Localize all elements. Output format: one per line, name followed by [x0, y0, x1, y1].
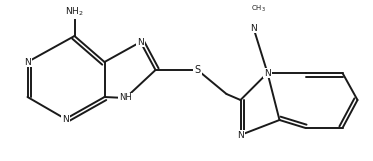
Text: NH: NH	[119, 94, 132, 103]
Text: N: N	[250, 24, 257, 33]
Text: NH$_2$: NH$_2$	[65, 6, 84, 18]
Text: N: N	[237, 131, 244, 139]
Text: CH$_3$: CH$_3$	[251, 4, 266, 14]
Text: N: N	[24, 57, 31, 66]
Text: S: S	[194, 65, 201, 75]
Text: N: N	[264, 68, 271, 77]
Text: N: N	[137, 38, 144, 47]
Text: N: N	[62, 114, 69, 123]
